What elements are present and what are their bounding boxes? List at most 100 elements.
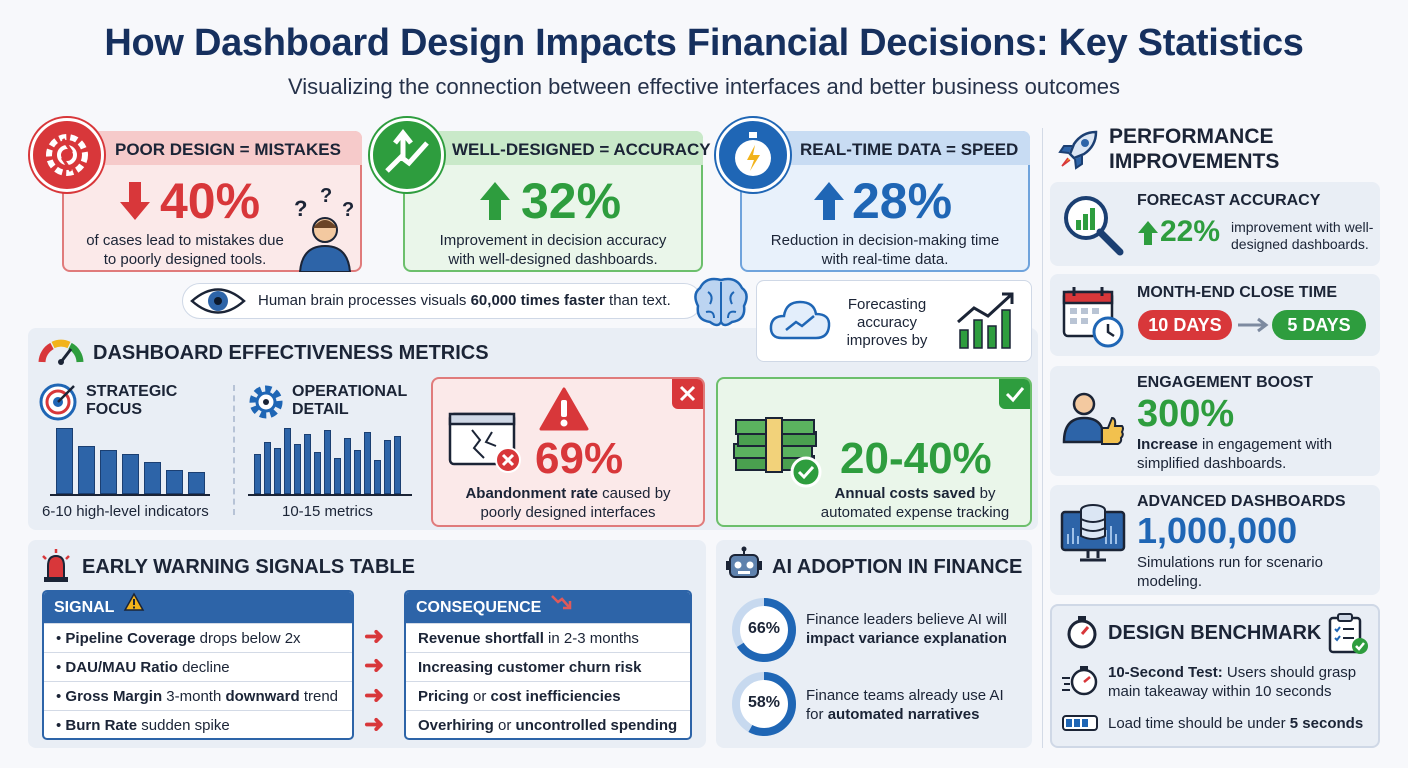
ai-donut-58 — [730, 670, 798, 743]
to-days-pill: 5 DAYS — [1272, 310, 1366, 340]
bar-icon-bar — [264, 442, 271, 494]
bar-icon-bar — [166, 470, 183, 494]
poor-design-title: POOR DESIGN = MISTAKES — [115, 140, 341, 159]
up-arrow-icon — [478, 180, 512, 227]
ai-text-58: Finance teams already use AI for automate… — [806, 687, 1004, 723]
confused-person-icon: ??? — [290, 185, 360, 277]
bar-icon-bar — [56, 428, 73, 494]
brain-icon — [692, 274, 750, 335]
growth-chart-icon — [954, 288, 1020, 357]
poor-design-header — [62, 131, 362, 165]
timer-icon — [1060, 664, 1100, 703]
abandonment-stat: 69% — [535, 434, 624, 483]
consequence-row: Overhiring or uncontrolled spending — [406, 710, 690, 738]
trend-down-icon — [550, 592, 572, 623]
close-time-label: MONTH-END CLOSE TIME — [1137, 284, 1337, 301]
engagement-stat: 300% — [1137, 393, 1235, 435]
ai-donut-66 — [730, 596, 798, 669]
bar-icon-bar — [100, 450, 117, 494]
right-divider — [1042, 128, 1043, 748]
bar-icon-bar — [122, 454, 139, 494]
arrow-icon: ➜ — [364, 682, 385, 709]
loading-bar-icon — [1062, 714, 1100, 737]
bar-icon-bar — [188, 472, 205, 494]
advanced-stat: 1,000,000 — [1137, 510, 1298, 551]
real-time-text: Reduction in decision-making time with re… — [770, 232, 1000, 268]
target-icon — [38, 382, 78, 427]
signal-header: SIGNAL — [44, 592, 352, 623]
eye-icon — [190, 284, 246, 323]
real-time-title: REAL-TIME DATA = SPEED — [800, 140, 1019, 159]
benchmark-load-text: Load time should be under 5 seconds — [1108, 715, 1364, 732]
up-arrow-icon — [812, 180, 846, 227]
forecast-accuracy-text: improvement with well-designed dashboard… — [1231, 219, 1374, 252]
ai-pct-66: 66% — [747, 620, 781, 637]
broken-window-icon — [446, 410, 526, 481]
ai-text-66: Finance leaders believe AI will impact va… — [806, 611, 1007, 647]
abandonment-text: Abandonment rate caused by poorly design… — [465, 485, 671, 521]
signal-row: • Pipeline Coverage drops below 2x — [44, 623, 352, 652]
warning-sign-icon — [123, 592, 145, 623]
broken-gear-icon — [30, 118, 104, 192]
operational-baseline — [248, 494, 412, 496]
svg-text:?: ? — [320, 188, 332, 207]
signal-table: SIGNAL • Pipeline Coverage drops below 2… — [42, 590, 354, 740]
donut-arc — [732, 672, 796, 736]
strategic-bar-chart — [56, 428, 205, 494]
ai-pct-58: 58% — [747, 694, 781, 711]
siren-icon — [38, 548, 74, 589]
brain-banner — [182, 283, 702, 319]
bar-icon-bar — [274, 448, 281, 494]
forecast-improves-text: Forecasting accuracy improves by — [846, 296, 928, 349]
bar-icon-bar — [374, 460, 381, 494]
benchmark-card — [1050, 604, 1380, 748]
operational-caption: 10-15 metrics — [282, 503, 373, 520]
checklist-icon — [1326, 612, 1370, 661]
bar-icon-bar — [364, 432, 371, 494]
donut-arc — [732, 598, 796, 662]
metrics-divider — [233, 385, 235, 515]
benchmark-title: DESIGN BENCHMARK — [1108, 622, 1322, 644]
arrow-icon: ➜ — [364, 711, 385, 738]
ai-title: AI ADOPTION IN FINANCE — [772, 556, 1023, 578]
thumbs-up-user-icon — [1060, 388, 1126, 459]
bar-icon-bar — [394, 436, 401, 494]
savings-text: Annual costs saved by automated expense … — [820, 485, 1010, 521]
arrow-right-icon — [1236, 316, 1272, 339]
svg-text:?: ? — [294, 196, 307, 221]
robot-icon — [724, 546, 764, 589]
magnifier-chart-icon — [1060, 192, 1126, 263]
engagement-label: ENGAGEMENT BOOST — [1137, 374, 1314, 391]
svg-text:?: ? — [342, 199, 354, 221]
bar-icon-bar — [344, 438, 351, 494]
strategic-label: STRATEGIC FOCUS — [86, 383, 178, 418]
bar-icon-bar — [254, 454, 261, 494]
advanced-text: Simulations run for scenario modeling. — [1137, 554, 1323, 590]
gear-icon — [246, 382, 286, 427]
operational-bar-chart — [254, 428, 401, 494]
well-designed-stat: 32% — [521, 173, 622, 229]
up-arrow-icon — [1137, 220, 1159, 251]
poor-design-text: of cases lead to mistakes due to poorly d… — [86, 232, 284, 268]
bar-icon-bar — [78, 446, 95, 494]
cloud-chart-icon — [768, 296, 832, 349]
advanced-label: ADVANCED DASHBOARDS — [1137, 493, 1346, 510]
strategic-caption: 6-10 high-level indicators — [42, 503, 209, 520]
page-title: How Dashboard Design Impacts Financial D… — [104, 22, 1304, 64]
bar-icon-bar — [284, 428, 291, 494]
performance-title: PERFORMANCE IMPROVEMENTS — [1109, 125, 1280, 173]
money-stack-icon — [728, 408, 828, 495]
signal-row: • DAU/MAU Ratio decline — [44, 652, 352, 681]
brain-banner-text: Human brain processes visuals 60,000 tim… — [258, 292, 671, 309]
signal-row: • Burn Rate sudden spike — [44, 710, 352, 738]
strategic-baseline — [50, 494, 210, 496]
bar-icon-bar — [324, 430, 331, 494]
well-designed-title: WELL-DESIGNED = ACCURACY — [452, 140, 711, 159]
warning-triangle-icon — [538, 386, 590, 437]
savings-stat: 20-40% — [840, 434, 992, 483]
rocket-icon — [1056, 126, 1102, 177]
calendar-clock-icon — [1060, 284, 1126, 355]
well-designed-header — [403, 131, 703, 165]
benchmark-test-text: 10-Second Test: Users should grasp main … — [1108, 664, 1357, 700]
close-x-icon — [672, 379, 703, 409]
